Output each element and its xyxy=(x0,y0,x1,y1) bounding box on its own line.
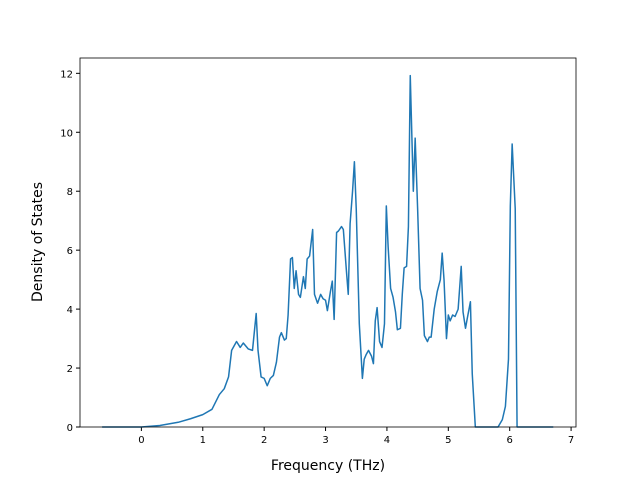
x-tick-label: 7 xyxy=(568,435,574,446)
y-tick-label: 6 xyxy=(67,246,73,257)
plot-frame xyxy=(79,57,577,428)
x-axis-label: Frequency (THz) xyxy=(271,458,385,474)
data-line xyxy=(102,74,554,428)
x-tick-label: 1 xyxy=(200,435,206,446)
y-tick-label: 10 xyxy=(60,128,73,139)
y-axis-label: Density of States xyxy=(30,182,46,302)
x-tick-label: 3 xyxy=(322,435,328,446)
y-tick-label: 8 xyxy=(67,187,73,198)
y-tick-label: 12 xyxy=(60,69,73,80)
y-tick-label: 0 xyxy=(67,423,73,434)
x-tick-label: 2 xyxy=(261,435,267,446)
y-tick-label: 4 xyxy=(67,305,73,316)
x-tick-label: 5 xyxy=(445,435,451,446)
x-tick-label: 0 xyxy=(138,435,144,446)
x-tick-label: 6 xyxy=(507,435,513,446)
y-tick-label: 2 xyxy=(67,364,73,375)
x-tick-label: 4 xyxy=(384,435,390,446)
